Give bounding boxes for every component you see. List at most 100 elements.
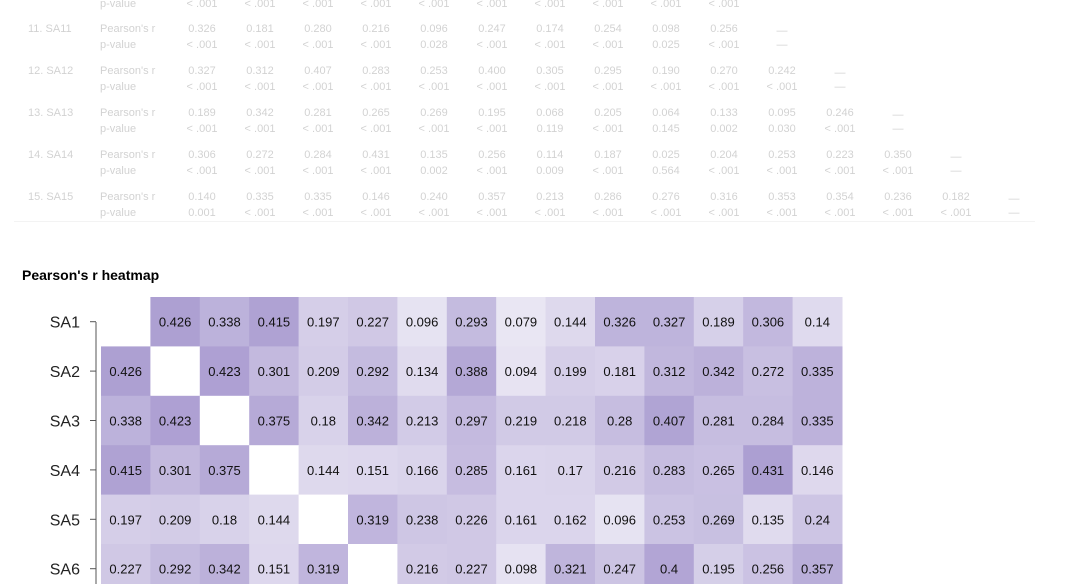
heatmap-cell-label: 0.338	[208, 315, 241, 330]
table-cell-p: < .001	[534, 39, 566, 51]
heatmap-cell-label: 0.18	[311, 414, 336, 429]
table-stat-label: p-value	[100, 0, 137, 10]
heatmap-cell	[496, 445, 547, 496]
heatmap-cell-label: 0.375	[208, 463, 241, 478]
table-cell-r: 0.236	[884, 191, 912, 203]
heatmap-cell	[101, 395, 151, 446]
heatmap-cell-label: 0.134	[406, 364, 439, 379]
heatmap-cell	[298, 297, 349, 347]
table-dash: —	[834, 81, 846, 93]
heatmap-cell	[545, 297, 596, 347]
table-row-label: 11. SA11	[28, 23, 72, 35]
table-cell-r: 0.213	[536, 191, 564, 203]
table-dash: —	[834, 67, 846, 79]
heatmap-cell-label: 0.151	[258, 562, 291, 577]
table-cell-p: < .001	[592, 81, 624, 93]
heatmap-cell-label: 0.161	[505, 512, 538, 527]
heatmap-cell	[199, 346, 250, 397]
table-cell-p: < .001	[534, 0, 566, 10]
table-cell-r: 0.284	[304, 149, 332, 161]
table-cell-r: 0.342	[246, 107, 274, 119]
table-cell-r: 0.283	[362, 65, 390, 77]
table-cell-r: 0.253	[768, 149, 796, 161]
heatmap-cell	[595, 395, 645, 446]
table-stat-label: Pearson's r	[100, 65, 156, 77]
table-cell-r: 0.306	[188, 149, 216, 161]
heatmap-cell	[249, 346, 300, 397]
heatmap-cell	[298, 544, 349, 584]
table-cell-r: 0.098	[652, 23, 680, 35]
heatmap-cell	[199, 544, 250, 584]
heatmap-cell-label: 0.199	[554, 364, 587, 379]
heatmap-cell	[743, 494, 794, 545]
table-cell-r: 0.114	[536, 149, 564, 161]
heatmap-cell-label: 0.431	[752, 463, 785, 478]
table-cell-r: 0.174	[536, 23, 564, 35]
table-cell-p: < .001	[534, 81, 566, 93]
heatmap-cell	[446, 494, 497, 545]
table-cell-p: < .001	[766, 81, 798, 93]
heatmap-cell-label: 0.321	[554, 562, 587, 577]
table-cell-r: 0.182	[942, 191, 970, 203]
table-cell-r: 0.064	[652, 107, 680, 119]
table-stat-label: p-value	[100, 39, 137, 51]
table-cell-r: 0.190	[652, 65, 680, 77]
heatmap-cell-label: 0.297	[455, 414, 488, 429]
y-tick-label: SA3	[50, 414, 80, 431]
heatmap-cell	[397, 494, 448, 545]
table-cell-p: < .001	[708, 207, 740, 219]
y-tick-label: SA5	[50, 512, 80, 529]
heatmap-cell	[397, 445, 448, 496]
table-cell-r: 0.269	[420, 107, 448, 119]
heatmap-cell-label: 0.342	[702, 364, 735, 379]
heatmap-cell-label: 0.301	[159, 463, 192, 478]
table-stat-label: p-value	[100, 165, 137, 177]
heatmap-cell	[199, 395, 250, 446]
table-stat-label: p-value	[100, 123, 137, 135]
table-cell-p: < .001	[360, 123, 392, 135]
heatmap-cell-label: 0.219	[505, 414, 538, 429]
table-dash: —	[950, 165, 962, 177]
heatmap-cell-label: 0.18	[212, 512, 237, 527]
table-cell-r: 0.240	[420, 191, 448, 203]
y-tick-label: SA1	[50, 315, 80, 332]
table-cell-r: 0.350	[884, 149, 912, 161]
heatmap-cell-label: 0.144	[307, 463, 340, 478]
table-cell-r: 0.216	[362, 23, 390, 35]
heatmap-cell	[693, 494, 744, 545]
table-cell-r: 0.276	[652, 191, 680, 203]
heatmap-cell-label: 0.197	[109, 512, 142, 527]
heatmap-cell	[446, 346, 497, 397]
table-cell-p: < .001	[592, 123, 624, 135]
table-cell-p: < .001	[708, 39, 740, 51]
heatmap-cell	[199, 445, 250, 496]
heatmap-cell	[792, 544, 843, 584]
heatmap-cell-label: 0.096	[406, 315, 439, 330]
heatmap-cell-label: 0.227	[356, 315, 389, 330]
table-cell-r: 0.281	[304, 107, 332, 119]
heatmap-cell-label: 0.319	[307, 562, 340, 577]
table-cell-r: 0.431	[362, 149, 390, 161]
heatmap-cell	[348, 445, 398, 496]
heatmap-cell-label: 0.17	[558, 463, 583, 478]
heatmap-cell-label: 0.375	[258, 414, 291, 429]
heatmap-cell	[693, 395, 744, 446]
table-cell-p: < .001	[360, 207, 392, 219]
table-cell-r: 0.181	[246, 23, 274, 35]
table-dash: —	[892, 109, 904, 121]
heatmap-cell	[101, 494, 151, 545]
table-cell-p: < .001	[882, 207, 914, 219]
heatmap-cell-label: 0.415	[258, 315, 291, 330]
heatmap-cell	[348, 544, 398, 584]
heatmap-cell	[101, 544, 151, 584]
correlation-table: p-value < .001 < .001 < .001 < .001 < .001 < .…	[0, 0, 1040, 224]
table-row-label: 15. SA15	[28, 191, 74, 203]
table-cell-p: 0.002	[420, 165, 448, 177]
heatmap-title: Pearson's r heatmap	[22, 267, 160, 283]
heatmap-cell	[150, 494, 201, 545]
heatmap-cell	[446, 445, 497, 496]
heatmap-cell	[446, 395, 497, 446]
heatmap-cell	[150, 395, 201, 446]
heatmap-cell-label: 0.426	[109, 364, 142, 379]
